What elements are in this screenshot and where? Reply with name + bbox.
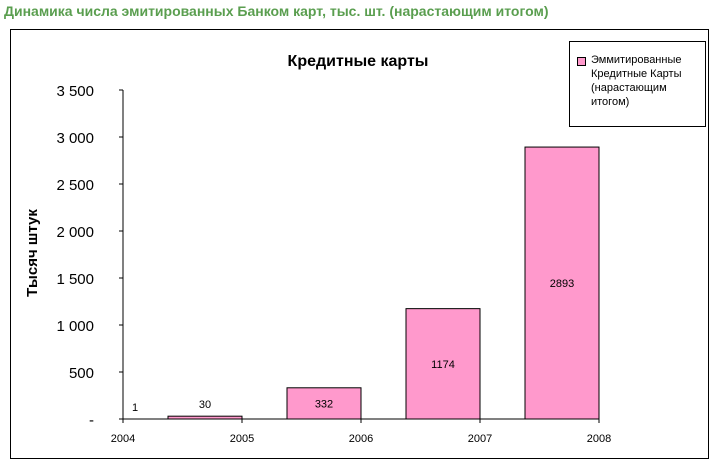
- bar: [167, 415, 243, 420]
- data-label: 2893: [550, 278, 574, 290]
- bar: [405, 308, 481, 420]
- data-label: 1: [132, 402, 138, 414]
- y-tick-label: 2 000: [56, 224, 94, 241]
- y-tick-label: -: [89, 412, 94, 429]
- x-tick-label: 2008: [587, 433, 611, 445]
- y-tick-label: 3 000: [56, 130, 94, 147]
- x-tick-label: 2005: [230, 433, 254, 445]
- chart-title: Кредитные карты: [288, 53, 429, 70]
- y-tick-label: 3 500: [56, 83, 94, 100]
- data-label: 1174: [431, 359, 455, 371]
- y-tick-label: 1 000: [56, 318, 94, 335]
- bar: [524, 146, 600, 420]
- data-label: 30: [199, 399, 211, 411]
- x-tick-label: 2004: [111, 433, 135, 445]
- x-tick-label: 2007: [468, 433, 492, 445]
- legend: Эммитированные Кредитные Карты (нарастаю…: [569, 41, 706, 127]
- legend-label: Эммитированные Кредитные Карты (нарастаю…: [591, 54, 682, 108]
- y-tick-label: 1 500: [56, 271, 94, 288]
- legend-swatch: [577, 57, 586, 66]
- x-tick-label: 2006: [349, 433, 373, 445]
- y-tick-label: 500: [69, 365, 94, 382]
- page-heading: Динамика числа эмитированных Банком карт…: [4, 3, 549, 19]
- bar: [286, 387, 362, 420]
- y-axis-label: Тысяч штук: [24, 209, 41, 297]
- y-tick-label: 2 500: [56, 177, 94, 194]
- data-label: 332: [315, 398, 333, 410]
